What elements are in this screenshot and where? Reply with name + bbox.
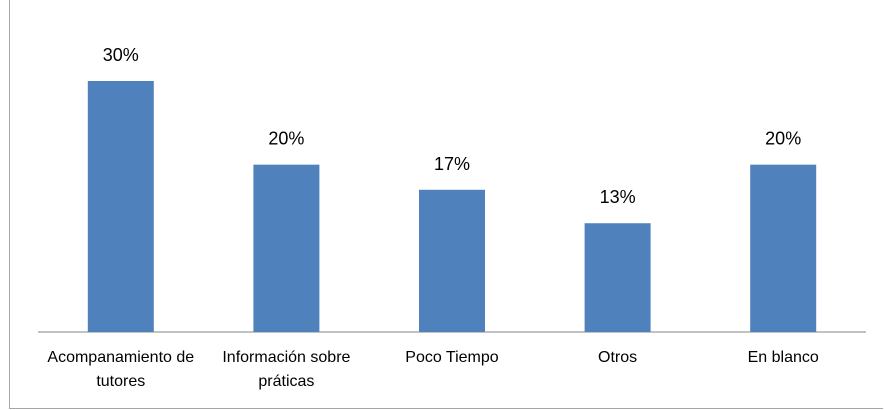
data-label: 30%: [103, 45, 139, 65]
data-label: 13%: [600, 187, 636, 207]
data-label: 17%: [434, 154, 470, 174]
bar: [419, 189, 485, 332]
x-tick-label: Poco Tiempo: [405, 349, 499, 366]
data-label: 20%: [765, 129, 801, 149]
chart-frame: [9, 0, 883, 409]
bar: [750, 164, 817, 332]
bar: [87, 81, 154, 332]
bar: [584, 223, 651, 332]
x-tick-label: En blanco: [747, 349, 819, 366]
bar: [253, 164, 320, 332]
data-label: 20%: [268, 129, 304, 149]
x-tick-label: Información sobre práticas: [222, 349, 351, 390]
x-tick-label: Acompanamiento de tutores: [47, 349, 195, 390]
x-tick-label: Otros: [598, 349, 638, 366]
